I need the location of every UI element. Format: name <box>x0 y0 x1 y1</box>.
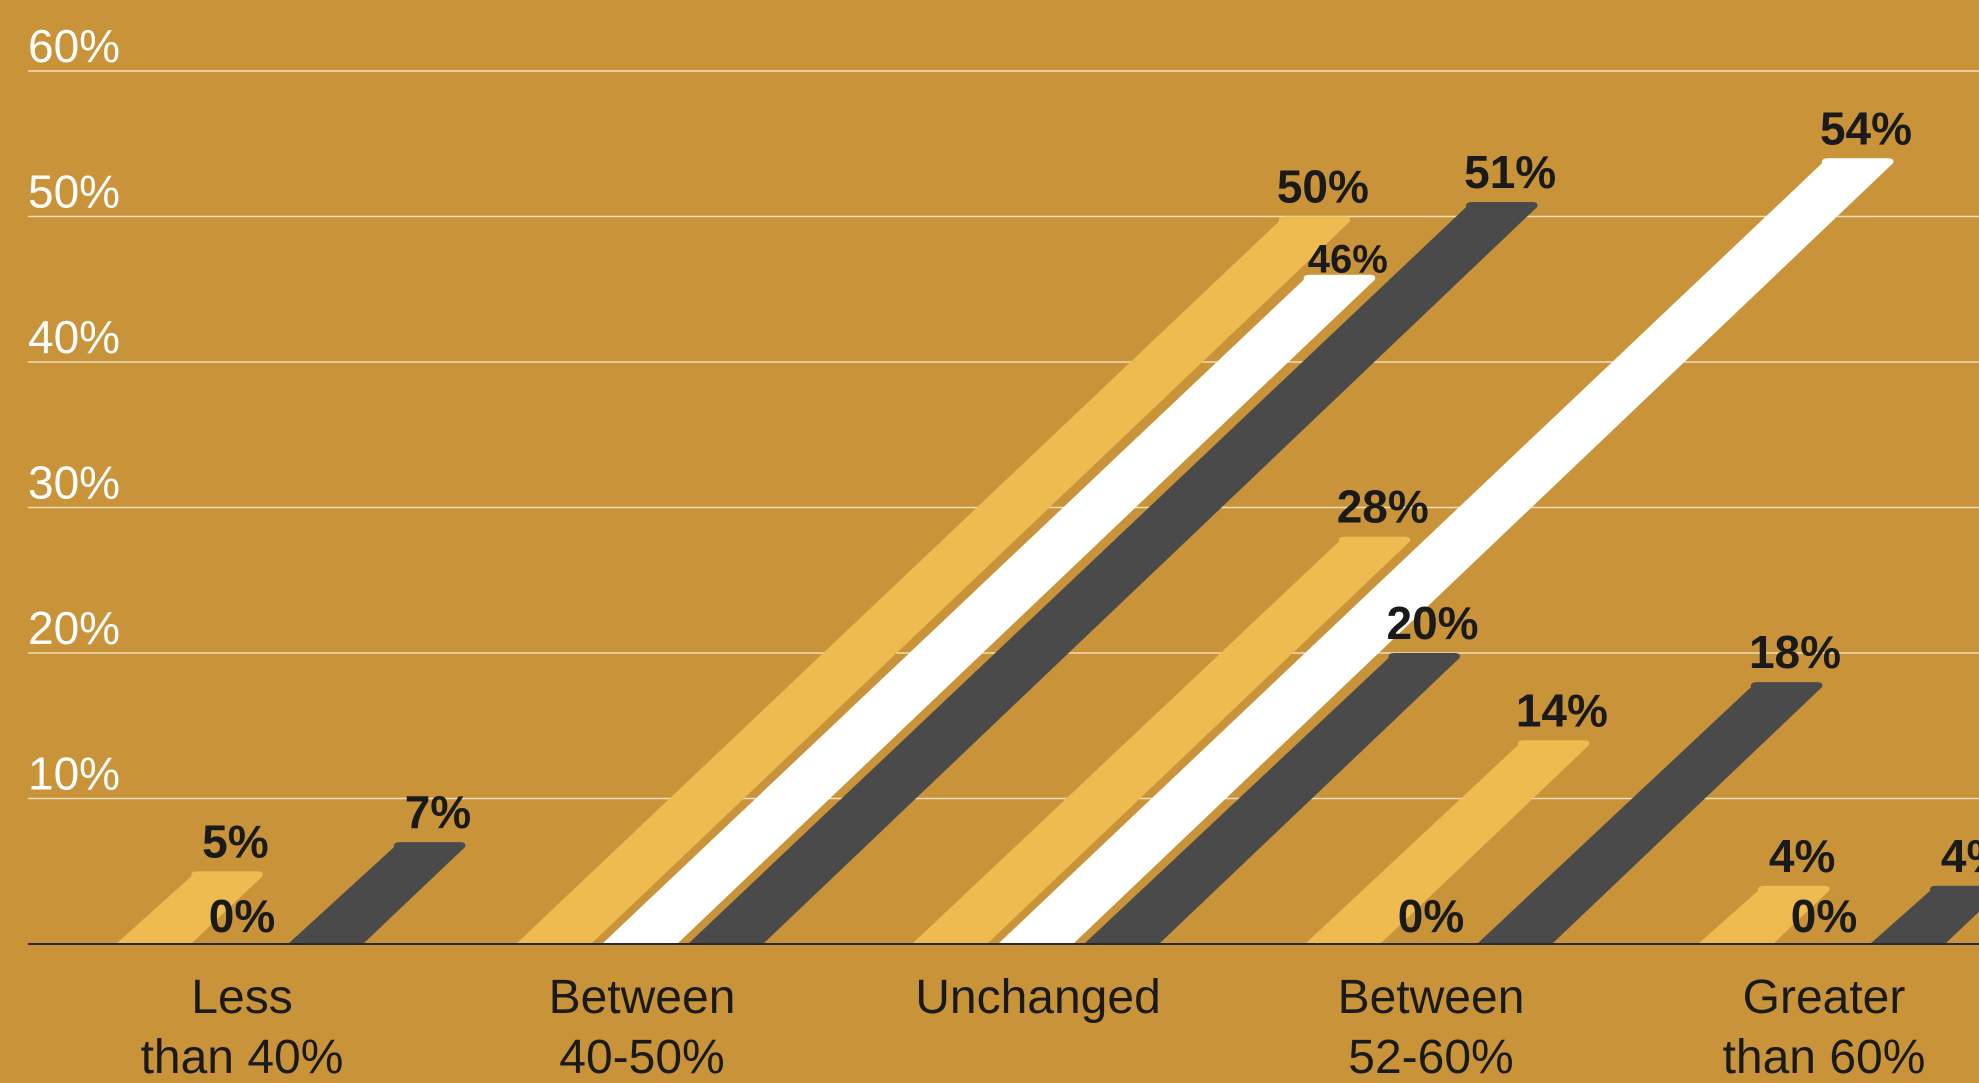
bar-series3-cat5 <box>1870 885 1979 944</box>
bar-series1-cat4 <box>1305 740 1590 944</box>
y-tick-label: 10% <box>28 748 120 800</box>
bar-series1-cat3 <box>912 536 1411 944</box>
data-label-series1-cat2: 50% <box>1277 161 1369 213</box>
data-label-series1-cat5: 4% <box>1769 830 1835 882</box>
category-label: 52-60% <box>1348 1031 1513 1083</box>
data-label-series3-cat1: 7% <box>405 786 471 838</box>
bar-series3-cat1 <box>288 842 466 944</box>
data-label-series3-cat5: 4% <box>1941 830 1979 882</box>
bar-series1-cat2 <box>516 216 1351 944</box>
category-label: Between <box>549 971 736 1024</box>
bar-series3-cat3 <box>1084 653 1460 944</box>
data-label-series2-cat5: 0% <box>1791 890 1857 942</box>
bar-series3-cat2 <box>688 201 1538 944</box>
y-tick-label: 60% <box>28 20 120 72</box>
data-label-series2-cat3: 54% <box>1820 102 1912 154</box>
category-label: Between <box>1338 971 1525 1024</box>
category-label: Less <box>191 971 292 1024</box>
data-label-series1-cat3: 28% <box>1337 481 1429 533</box>
data-label-series1-cat4: 14% <box>1516 684 1608 736</box>
y-tick-label: 20% <box>28 602 120 654</box>
data-label-series2-cat1: 0% <box>209 890 275 942</box>
y-tick-label: 50% <box>28 166 120 218</box>
data-label-series2-cat4: 0% <box>1398 890 1464 942</box>
bar-series1-cat1 <box>116 871 263 944</box>
y-axis-ticks: 10% 20% 30% 40% 50% 60% <box>28 20 120 800</box>
bars <box>116 158 1979 945</box>
bar-series1-cat5 <box>1698 885 1830 944</box>
category-label: than 40% <box>141 1031 344 1083</box>
category-label: 40-50% <box>559 1031 724 1083</box>
y-tick-label: 30% <box>28 457 120 509</box>
data-labels: 5% 0% 7% 50% 46% 51% 28% 54% 20% 14% 0% 18% 4% 0% 4% <box>202 102 1979 942</box>
category-label: Unchanged <box>915 971 1161 1024</box>
data-label-series2-cat2: 46% <box>1308 238 1388 282</box>
y-tick-label: 40% <box>28 311 120 363</box>
bar-series3-cat4 <box>1477 682 1823 944</box>
data-label-series3-cat4: 18% <box>1749 626 1841 678</box>
data-label-series1-cat1: 5% <box>202 815 268 867</box>
bar-series2-cat2 <box>602 274 1376 944</box>
data-label-series3-cat3: 20% <box>1387 597 1479 649</box>
data-label-series3-cat2: 51% <box>1464 146 1556 198</box>
bar-series2-cat3 <box>998 158 1894 945</box>
category-labels: Less than 40% Between 40-50% Unchanged Betwee… <box>141 971 1926 1083</box>
category-label: Greater <box>1743 971 1906 1024</box>
category-label: than 60% <box>1723 1031 1926 1083</box>
